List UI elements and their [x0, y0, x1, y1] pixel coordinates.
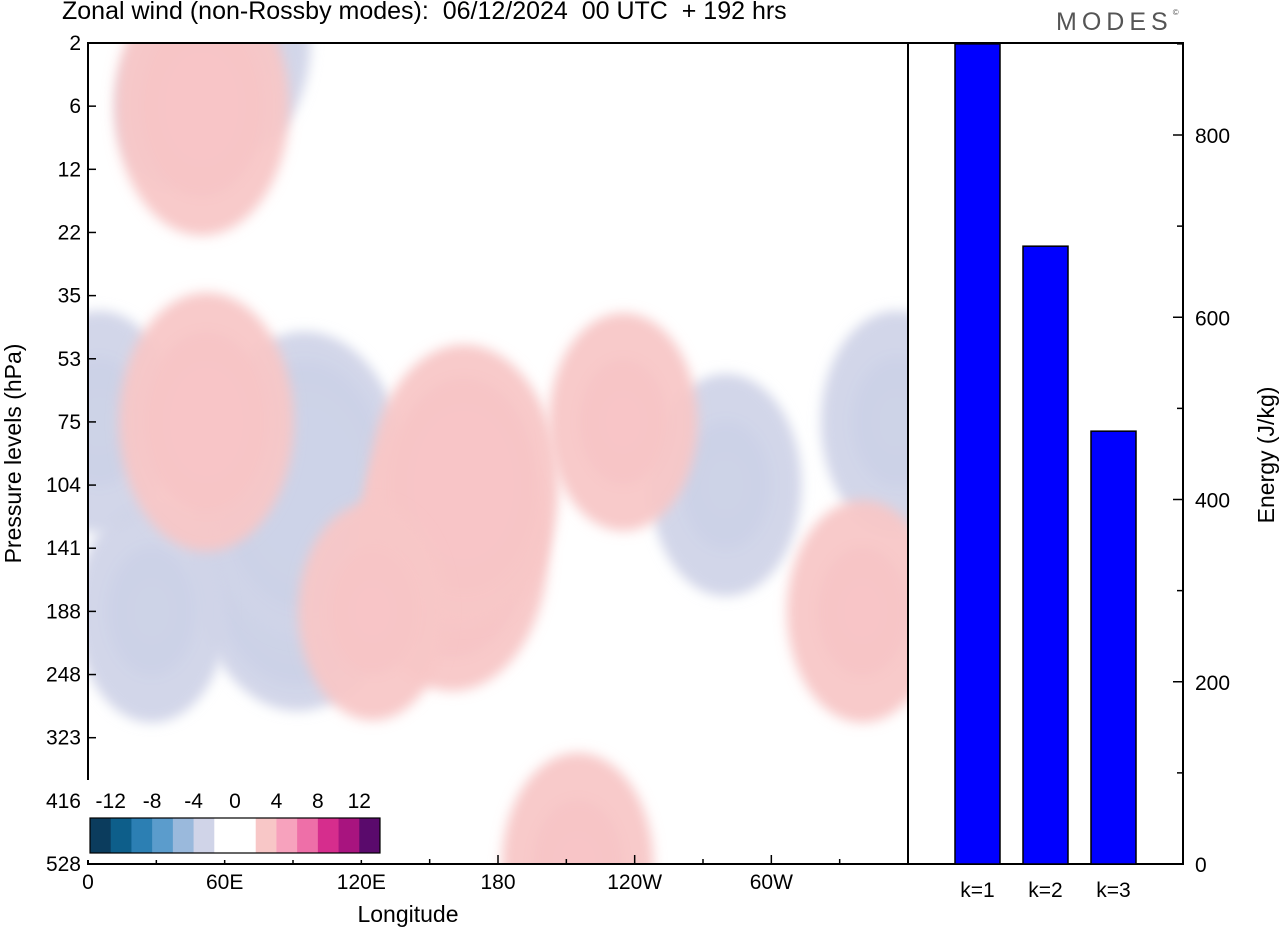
- energy-tick-label: 200: [1195, 672, 1230, 695]
- y-tick-label: 22: [58, 221, 81, 244]
- x-axis-label: Longitude: [357, 901, 458, 927]
- x-tick-label: 180: [480, 871, 515, 894]
- modes-logo: MODES©: [1056, 8, 1179, 36]
- x-tick-label: 120W: [607, 871, 662, 894]
- energy-tick-label: 800: [1195, 125, 1230, 148]
- y-tick-label: 35: [58, 285, 81, 308]
- colorbar-swatch: [235, 818, 257, 853]
- energy-tick-label: 0: [1195, 854, 1207, 877]
- energy-bar: [954, 43, 1001, 865]
- colorbar-swatch: [255, 818, 277, 853]
- y-tick-label: 53: [58, 348, 81, 371]
- energy-tick-label: 600: [1195, 307, 1230, 330]
- colorbar-swatch: [297, 818, 319, 853]
- wind-feature: [548, 312, 698, 531]
- colorbar-swatch: [131, 818, 153, 853]
- y-tick-label: 2: [69, 32, 81, 55]
- wind-feature: [119, 292, 294, 552]
- bar-category-label: k=2: [1028, 879, 1062, 902]
- colorbar-label: 8: [312, 790, 324, 813]
- y-tick-label: 323: [46, 727, 81, 750]
- colorbar-swatch: [317, 818, 340, 853]
- y-axis-label: Pressure levels (hPa): [0, 344, 26, 564]
- colorbar-swatch: [110, 818, 132, 853]
- y-tick-label: 248: [46, 664, 81, 687]
- colorbar-label: 0: [229, 790, 241, 813]
- wind-feature: [298, 502, 448, 721]
- energy-bar: [1022, 245, 1069, 865]
- zonal-wind-field: [88, 43, 908, 864]
- colorbar-swatch: [193, 818, 215, 853]
- colorbar-swatch: [152, 818, 174, 853]
- y-tick-label: 188: [46, 600, 81, 623]
- x-tick-label: 0: [82, 871, 94, 894]
- y-tick-label: 12: [58, 158, 81, 181]
- y-tick-label: 141: [46, 537, 81, 560]
- x-tick-label: 60W: [750, 871, 793, 894]
- wind-feature: [502, 752, 654, 864]
- energy-bar-chart: [954, 43, 1137, 865]
- energy-tick-label: 400: [1195, 490, 1230, 513]
- colorbar-swatch: [90, 818, 112, 853]
- bar-category-label: k=3: [1096, 879, 1130, 902]
- colorbar-swatch: [172, 818, 195, 853]
- colorbar-label: -8: [143, 790, 162, 813]
- energy-bar: [1090, 430, 1137, 865]
- y-tick-label: 75: [58, 411, 81, 434]
- energy-axis-label: Energy (J/kg): [1253, 387, 1279, 524]
- wind-feature: [114, 43, 290, 236]
- colorbar-label: 4: [271, 790, 283, 813]
- wind-feature: [820, 310, 908, 534]
- colorbar-swatch: [276, 818, 298, 853]
- y-tick-label: 6: [69, 95, 81, 118]
- colorbar-swatch: [338, 818, 360, 853]
- y-tick-label: 528: [46, 853, 81, 876]
- colorbar-label: 12: [348, 790, 371, 813]
- x-tick-label: 120E: [337, 871, 386, 894]
- bar-category-label: k=1: [960, 879, 994, 902]
- colorbar-label: -12: [96, 790, 126, 813]
- wind-feature: [786, 500, 908, 723]
- y-tick-label: 416: [46, 790, 81, 813]
- colorbar-swatch: [359, 818, 381, 853]
- chart-title: Zonal wind (non-Rossby modes): 06/12/202…: [62, 0, 787, 25]
- x-tick-label: 60E: [206, 871, 243, 894]
- colorbar: -12 -8 -4 0 4 8 12: [86, 780, 386, 860]
- colorbar-label: -4: [184, 790, 203, 813]
- colorbar-swatch: [214, 818, 236, 853]
- y-tick-label: 104: [46, 474, 81, 497]
- wind-feature: [88, 500, 228, 723]
- colorbar-border: [89, 817, 381, 854]
